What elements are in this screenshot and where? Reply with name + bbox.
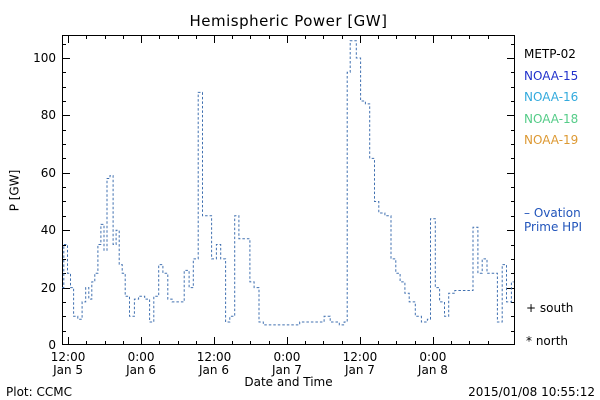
legend-line-label-1: Ovation — [533, 206, 581, 220]
x-tick-time: 0:00 — [273, 350, 301, 364]
y-tick-label: 40 — [40, 223, 56, 238]
x-tick-label: 0:00 Jan 6 — [109, 351, 173, 377]
x-tick-date: Jan 8 — [417, 363, 448, 377]
x-tick-label: 12:00 Jan 5 — [36, 351, 100, 377]
x-tick-label: 12:00 Jan 6 — [182, 351, 246, 377]
plot-area — [62, 35, 515, 345]
satellite-legend: METP-02 NOAA-15 NOAA-16 NOAA-18 NOAA-19 — [524, 44, 578, 152]
x-tick-label: 12:00 Jan 7 — [328, 351, 392, 377]
legend-south-marker: + south — [526, 301, 574, 315]
x-tick-date: Jan 6 — [126, 363, 157, 377]
x-tick-time: 12:00 — [342, 350, 378, 364]
legend-north-marker: * north — [526, 334, 569, 348]
legend-line-row: – Ovation — [524, 206, 582, 220]
legend-item-noaa-15: NOAA-15 — [524, 68, 579, 83]
x-tick-date: Jan 7 — [271, 363, 302, 377]
x-tick-date: Jan 6 — [199, 363, 229, 377]
plot-credit: Plot: CCMC — [6, 385, 72, 399]
x-tick-time: 0:00 — [419, 350, 447, 364]
y-tick-label: 0 — [48, 338, 56, 352]
y-tick-label: 60 — [40, 165, 56, 180]
x-tick-time: 0:00 — [127, 350, 155, 364]
legend-item-noaa-18: NOAA-18 — [524, 111, 579, 126]
y-tick-label: 80 — [40, 108, 56, 123]
legend-line-label-2: Prime HPI — [524, 220, 582, 234]
legend-item-noaa-16: NOAA-16 — [524, 90, 579, 104]
x-tick-date: Jan 5 — [53, 363, 84, 377]
y-tick-label: 100 — [33, 50, 56, 65]
legend-item-noaa-19: NOAA-19 — [524, 133, 579, 147]
x-tick-time: 12:00 — [196, 350, 232, 364]
line-sample-icon: – — [524, 206, 530, 220]
hpi-step-line — [62, 40, 514, 326]
x-axis-label: Date and Time — [244, 375, 333, 389]
chart-title: Hemispheric Power [GW] — [189, 12, 388, 30]
x-tick-date: Jan 7 — [344, 363, 375, 377]
creation-timestamp: 2015/01/08 10:55:12 — [468, 385, 595, 399]
legend-item-metp-02: METP-02 — [524, 47, 576, 61]
x-tick-label: 0:00 Jan 7 — [255, 351, 319, 377]
x-tick-time: 12:00 — [50, 350, 86, 364]
y-tick-label: 20 — [40, 280, 56, 295]
legend-ovation-prime-hpi: – Ovation Prime HPI — [524, 206, 582, 234]
x-tick-label: 0:00 Jan 8 — [401, 351, 465, 377]
